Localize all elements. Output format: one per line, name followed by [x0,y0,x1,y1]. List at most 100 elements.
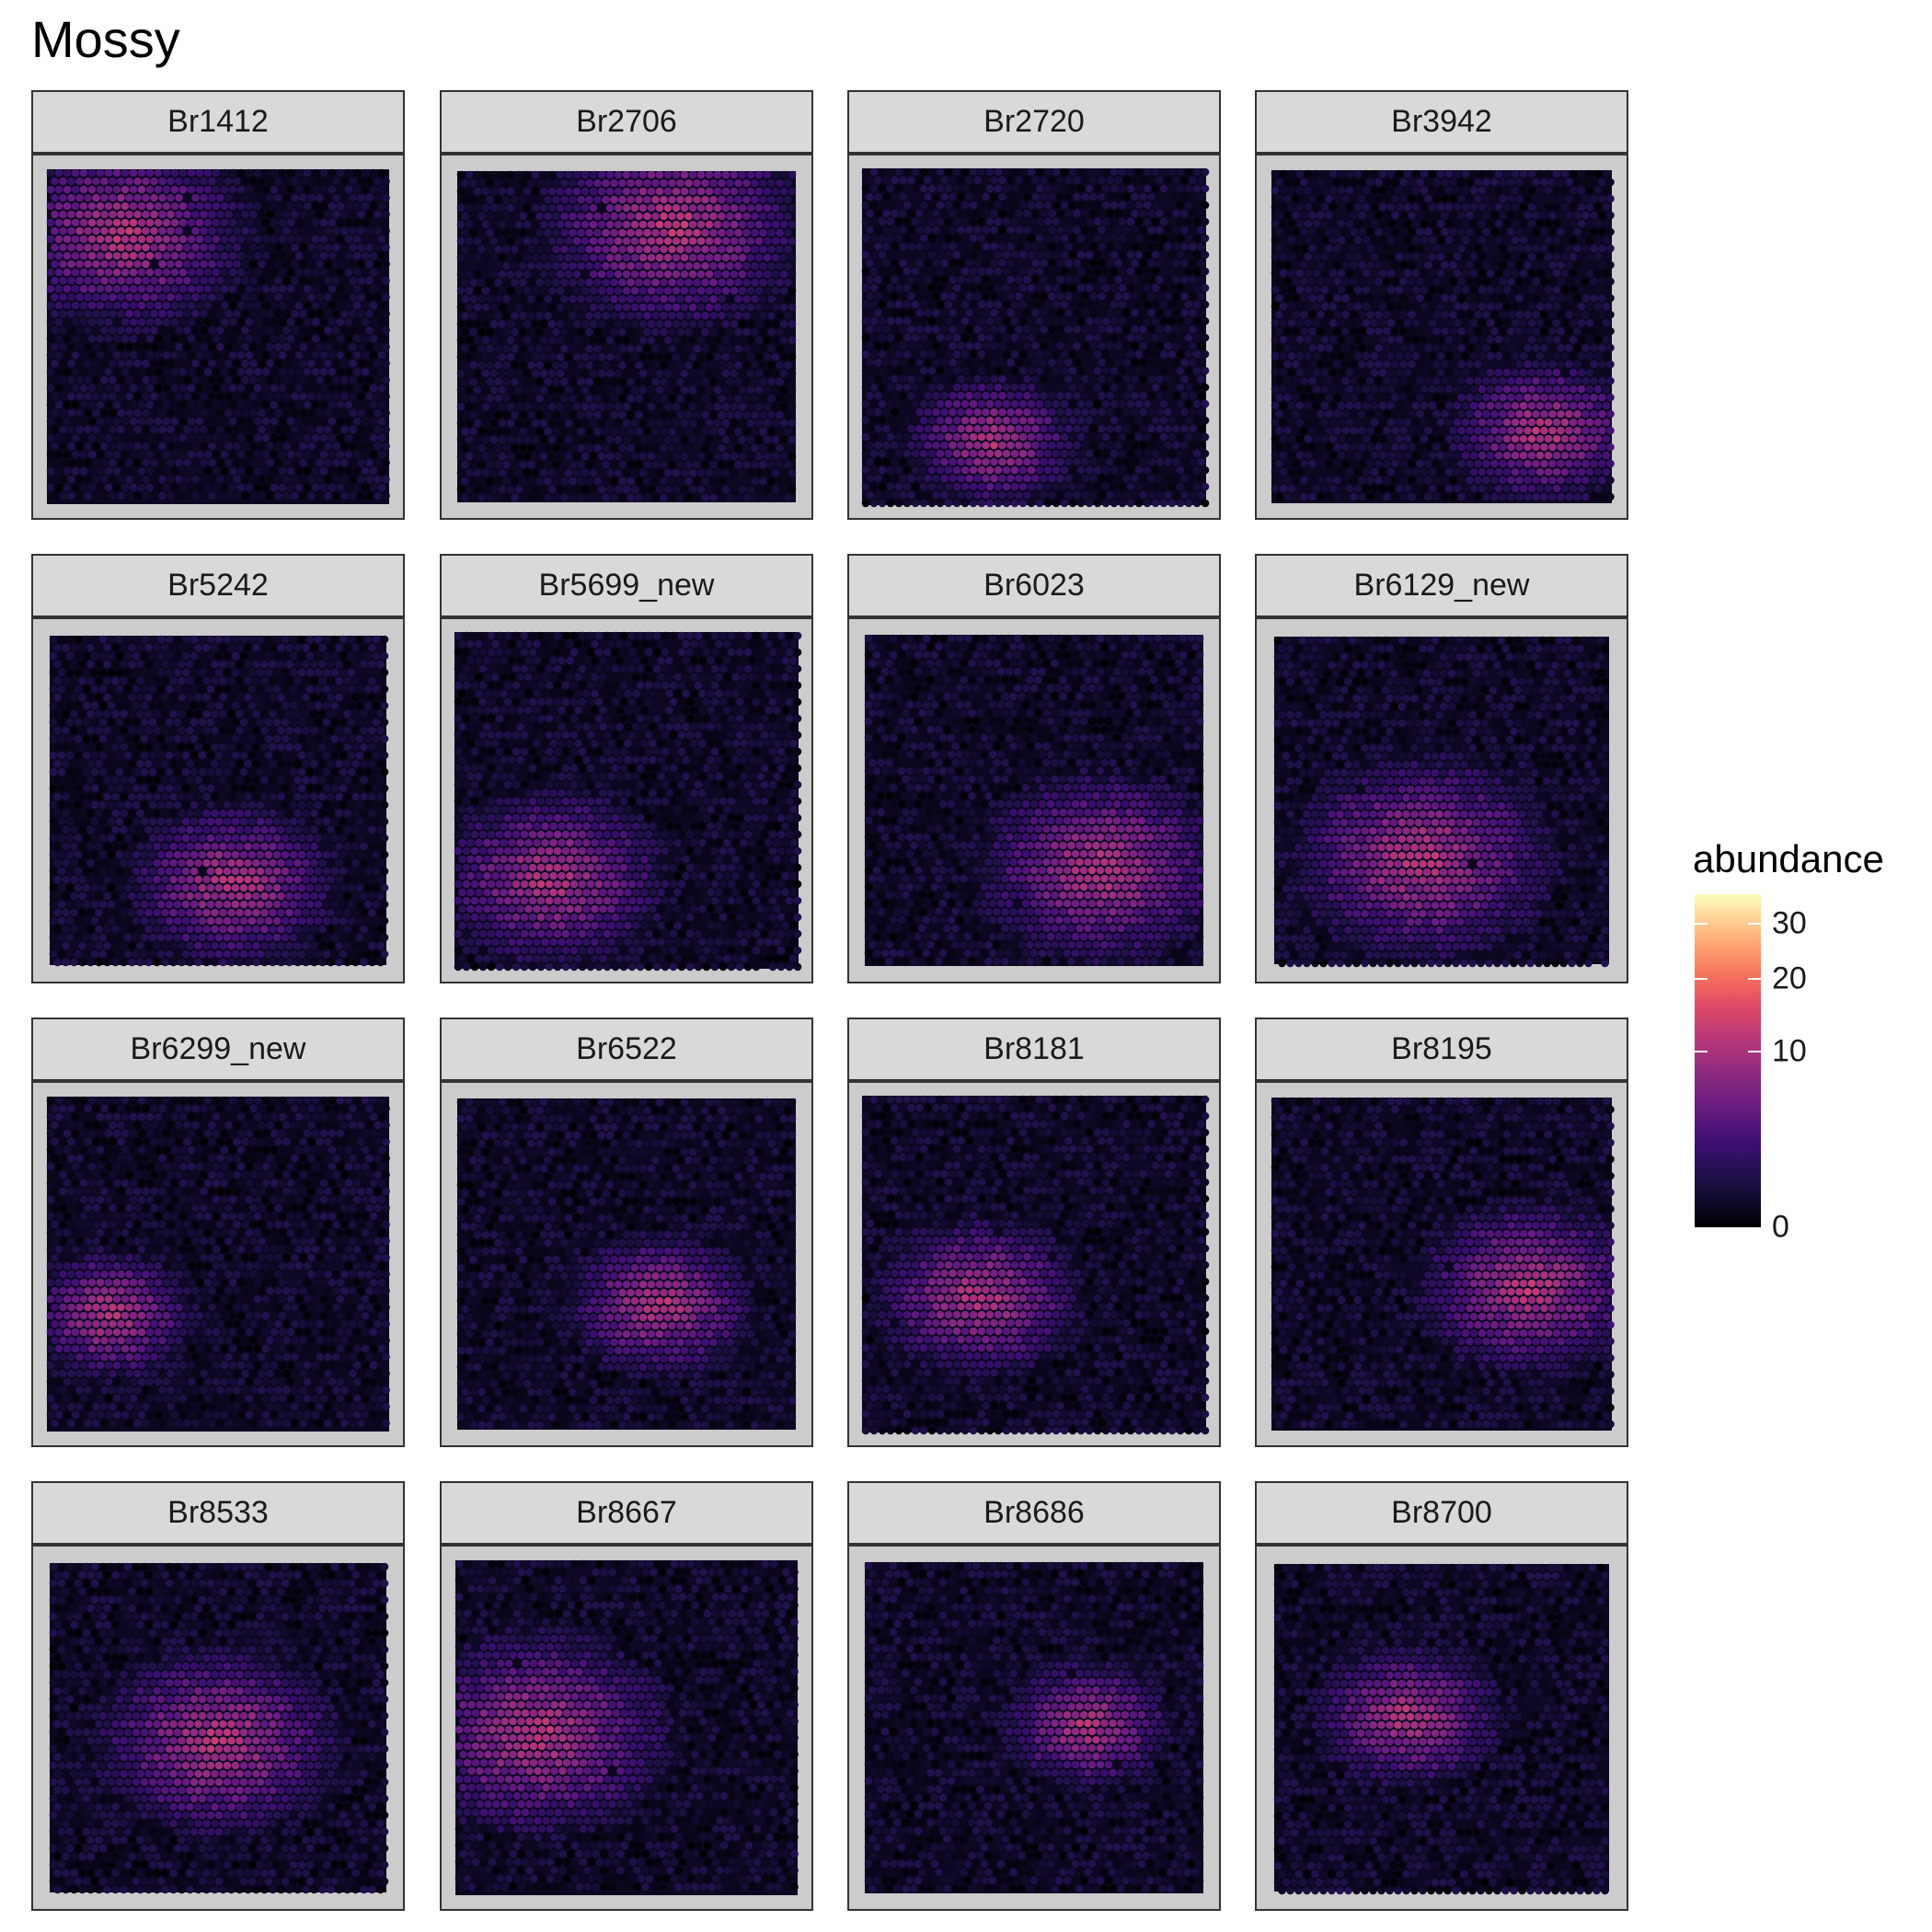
spot [593,278,602,287]
spot [261,284,270,293]
spot [286,351,295,360]
spot [994,482,1003,491]
spot [162,334,171,343]
spot [585,443,593,453]
spot [377,400,386,409]
spot [660,410,668,420]
spot [104,168,113,178]
spot [771,419,780,428]
spot [1197,424,1205,433]
spot [1076,466,1086,475]
spot [125,408,133,418]
spot [635,195,643,204]
spot [112,450,121,459]
spot [158,425,167,434]
spot [344,251,353,260]
spot [597,270,606,279]
spot [59,375,67,385]
spot [874,341,882,351]
spot [577,394,585,403]
spot [763,369,772,378]
spot [622,286,631,295]
spot [932,308,940,317]
spot [572,435,581,444]
spot [54,284,63,293]
spot [969,316,978,326]
spot [1143,432,1152,442]
spot [924,292,932,301]
spot [361,351,370,360]
spot [1002,499,1011,508]
spot [461,394,469,403]
spot [1073,457,1081,466]
spot [709,228,718,237]
spot [1098,358,1106,367]
spot [1151,316,1160,326]
spot [560,394,569,403]
spot [79,400,88,409]
spot [730,270,739,279]
spot [569,328,577,337]
spot [51,342,59,351]
spot [982,408,990,417]
spot [874,325,882,334]
spot [183,442,191,451]
spot [638,402,648,411]
spot [1040,259,1048,268]
spot [1126,432,1135,442]
spot [319,251,328,260]
spot [709,212,718,221]
spot [54,185,63,194]
spot [638,369,648,378]
spot [936,283,945,293]
spot [473,253,482,262]
spot [627,245,635,254]
spot [730,402,739,411]
spot [924,192,932,201]
spot [940,325,949,334]
spot [1147,242,1156,251]
spot [949,490,957,500]
spot [1151,482,1160,491]
spot [286,268,295,277]
spot [1073,374,1081,384]
spot [680,402,689,411]
spot [352,185,362,194]
spot [990,176,998,185]
spot [170,218,179,227]
spot [109,491,117,500]
spot [924,474,932,483]
spot [266,259,274,269]
spot [618,410,627,420]
spot [191,259,200,269]
spot [494,195,502,204]
spot [481,369,490,378]
spot [104,384,113,393]
spot [569,344,577,353]
spot [1040,225,1048,235]
spot [1073,341,1081,351]
spot [701,427,709,436]
spot [952,184,961,193]
spot [461,261,469,270]
spot [311,400,320,409]
spot [477,361,486,370]
spot [191,392,200,401]
spot [465,336,474,345]
spot [531,303,540,312]
spot [660,394,668,403]
spot [994,366,1003,375]
spot [1043,167,1052,177]
spot [51,177,59,186]
spot [1176,316,1185,326]
spot [1023,242,1031,251]
spot [294,284,304,293]
spot [751,477,759,486]
spot [340,210,349,219]
spot [713,419,722,428]
spot [556,385,565,395]
spot [602,278,610,287]
spot [377,483,386,492]
spot [125,425,133,434]
spot [614,187,623,196]
